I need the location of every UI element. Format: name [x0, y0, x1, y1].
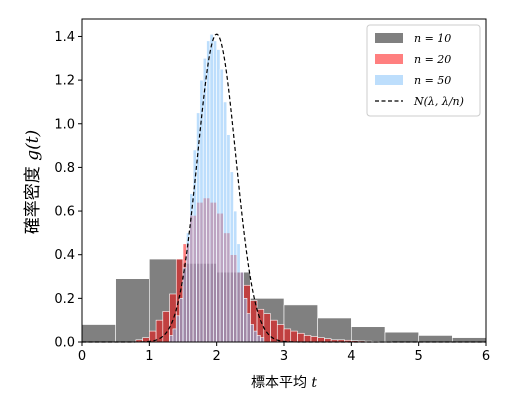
x-tick-label: 5 [415, 349, 423, 364]
legend-label-n20: n = 20 [414, 53, 451, 66]
bar-n50 [236, 243, 241, 343]
x-tick-label: 2 [213, 349, 221, 364]
y-axis-ticks: 0.0 0.2 0.4 0.6 0.8 1.0 1.2 1.4 [54, 30, 82, 351]
bar-n50 [169, 335, 174, 343]
x-tick-label: 4 [347, 349, 355, 364]
bar-n20 [297, 332, 305, 343]
bar-n50 [256, 335, 261, 343]
bar-n20 [283, 328, 292, 343]
bar-n20 [317, 337, 325, 343]
bar-n50 [206, 40, 211, 343]
bar-n50 [216, 49, 221, 343]
x-axis-label-var: t [311, 375, 317, 391]
bar-n50 [186, 232, 191, 343]
legend-label-n10: n = 10 [414, 32, 451, 45]
bar-n50 [233, 210, 238, 343]
bar-n50 [226, 134, 231, 343]
bar-n50 [250, 324, 254, 343]
bar-n20 [290, 330, 298, 343]
y-axis-label: 確率密度 g(t) [23, 130, 43, 234]
bar-n10 [418, 335, 453, 343]
bar-n50 [172, 328, 177, 343]
x-axis-label-text: 標本平均 [251, 375, 307, 391]
y-tick-label: 0.4 [54, 248, 75, 263]
y-tick-label: 0.2 [54, 292, 75, 307]
bar-n50 [175, 315, 180, 343]
bar-n10 [81, 324, 116, 343]
bar-n20 [310, 336, 318, 343]
bar-n50 [182, 267, 187, 343]
bar-n50 [253, 330, 258, 343]
x-tick-label: 3 [280, 349, 288, 364]
legend-box [366, 24, 481, 117]
x-axis-label: 標本平均 t [251, 375, 317, 391]
bar-n50 [213, 40, 217, 343]
bar-n10 [115, 278, 150, 343]
bar-n10 [351, 326, 386, 343]
x-tick-label: 1 [145, 349, 153, 364]
x-tick-label: 6 [482, 349, 490, 364]
y-tick-label: 0.0 [54, 336, 75, 351]
bar-n20 [162, 311, 170, 343]
y-tick-label: 0.6 [54, 205, 75, 220]
x-tick-label: 0 [78, 349, 86, 364]
bar-n50 [209, 33, 214, 343]
bar-n50 [246, 313, 251, 343]
bar-n50 [179, 298, 184, 343]
bar-n20 [303, 335, 312, 343]
bar-n10 [384, 331, 419, 343]
bar-n10 [452, 337, 487, 343]
bar-n50 [219, 68, 224, 343]
bar-n20 [155, 319, 164, 343]
x-axis-ticks: 0 1 2 3 4 5 6 [78, 342, 490, 364]
y-tick-label: 0.8 [54, 161, 75, 176]
normal-curve [82, 33, 486, 343]
bar-n20 [276, 324, 285, 343]
bar-n50 [189, 193, 194, 343]
y-axis-label-text: 確率密度 [23, 166, 43, 234]
y-axis-label-var: g(t) [23, 130, 43, 161]
y-tick-label: 1.0 [54, 117, 75, 132]
bar-n50 [260, 337, 265, 343]
bar-n50 [199, 79, 204, 343]
bar-n50 [202, 57, 207, 343]
y-tick-label: 1.4 [54, 30, 75, 45]
bar-n50 [223, 101, 228, 343]
legend-swatch-n50 [375, 75, 403, 85]
y-tick-label: 1.2 [54, 74, 75, 89]
bar-n50 [229, 171, 234, 343]
legend-label-normal: N(λ, λ/n) [413, 95, 464, 108]
bar-n50 [243, 298, 248, 343]
bar-n20 [263, 313, 271, 343]
legend: n = 10 n = 20 n = 50 N(λ, λ/n) [366, 24, 481, 117]
bar-n50 [192, 149, 197, 343]
legend-label-n50: n = 50 [414, 74, 451, 87]
bar-n50 [239, 271, 244, 343]
legend-swatch-n10 [375, 33, 403, 43]
legend-swatch-n20 [375, 54, 403, 64]
